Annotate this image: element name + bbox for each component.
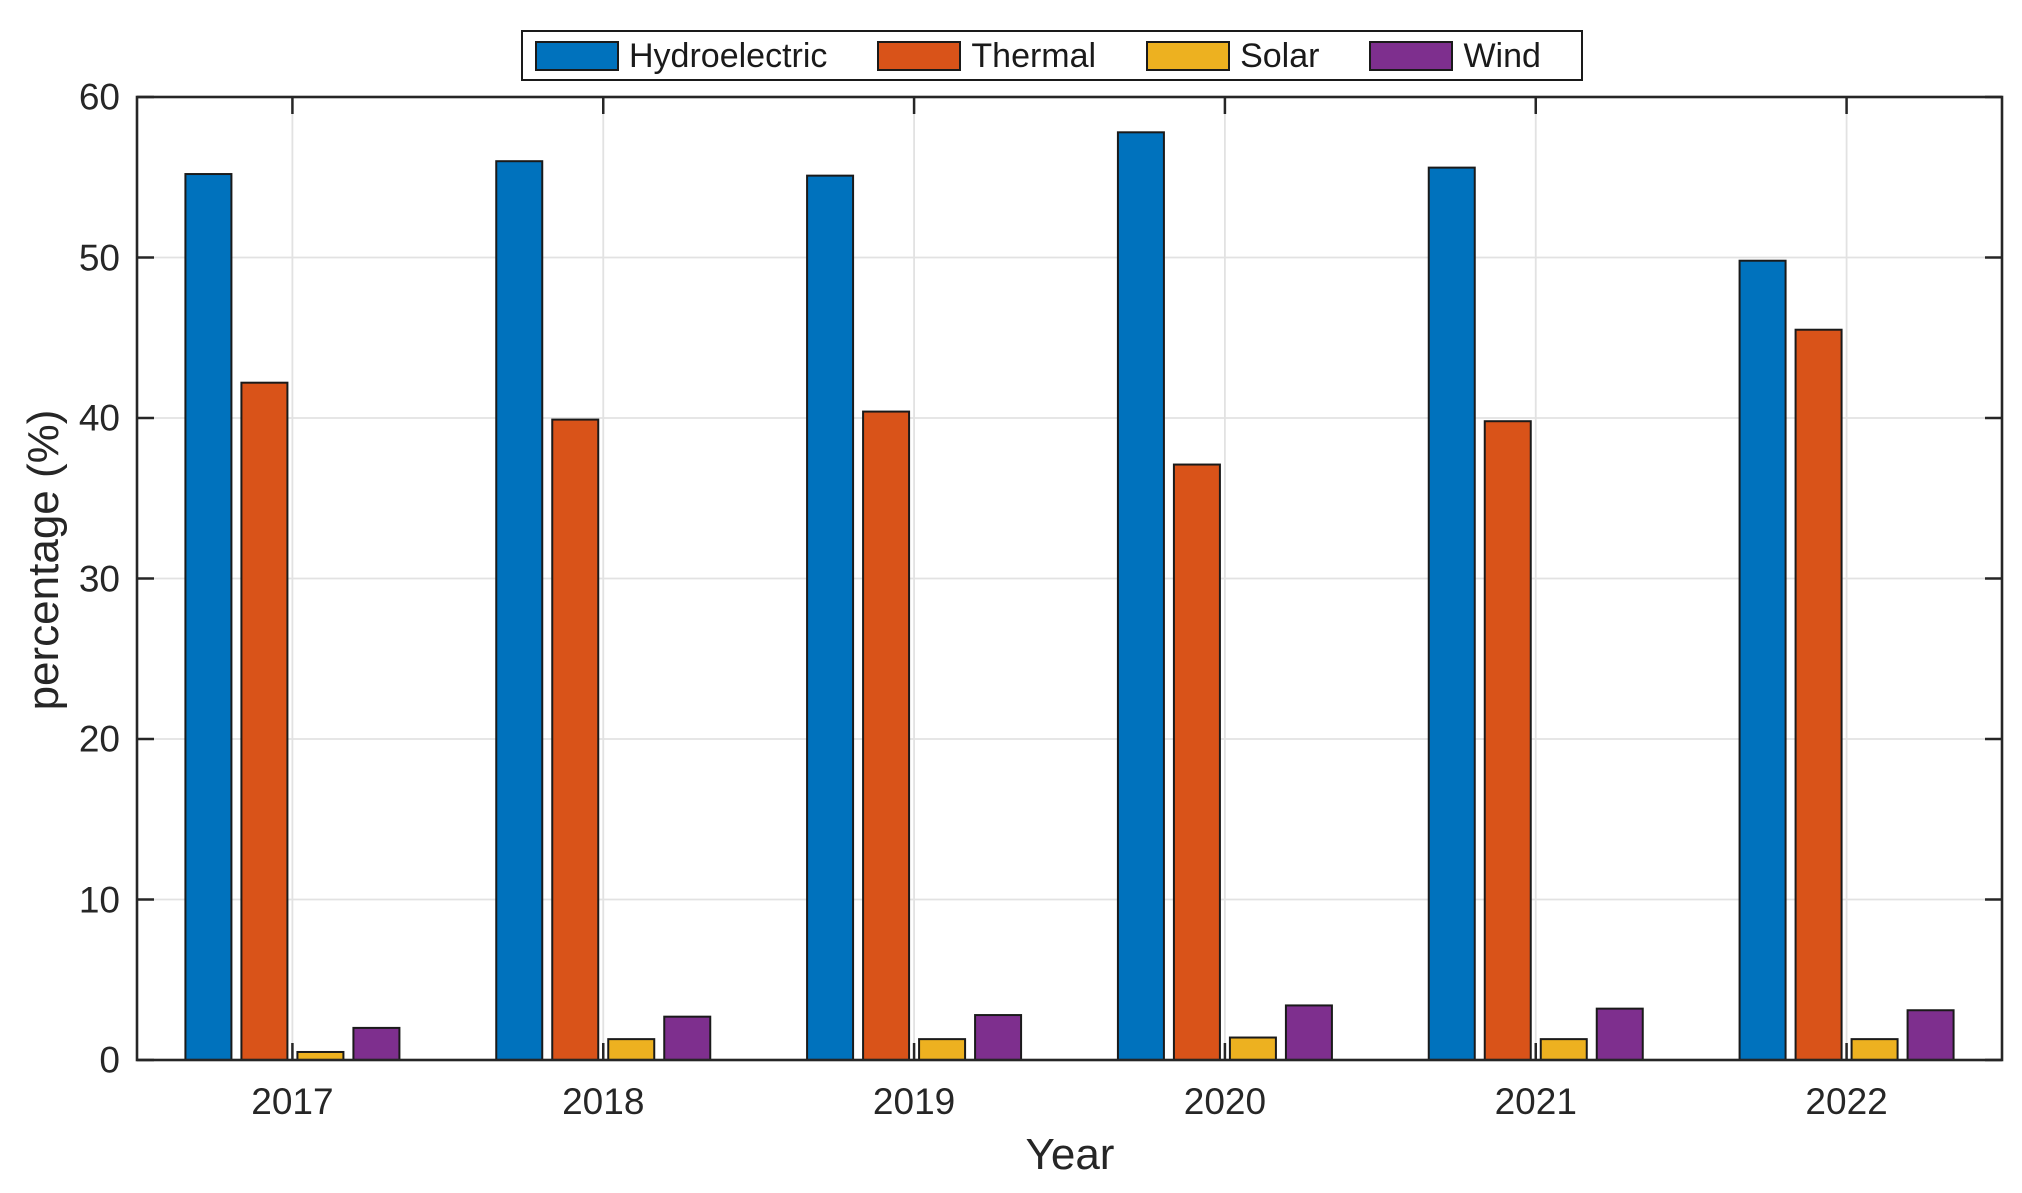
legend-label-wind: Wind <box>1463 36 1541 75</box>
bar-hydroelectric-2017 <box>184 173 233 1062</box>
solar-swatch-icon <box>1146 40 1231 71</box>
bar-solar-2020 <box>1228 1036 1277 1062</box>
legend-label-thermal: Thermal <box>971 36 1097 75</box>
legend: Hydroelectric Thermal Solar Wind <box>521 30 1583 81</box>
wind-swatch-icon <box>1369 40 1454 71</box>
legend-item-hydroelectric: Hydroelectric <box>535 39 827 73</box>
bar-hydroelectric-2020 <box>1116 131 1165 1061</box>
bar-wind-2021 <box>1595 1007 1644 1062</box>
legend-item-solar: Solar <box>1146 39 1319 73</box>
thermal-swatch-icon <box>877 40 962 71</box>
bar-thermal-2017 <box>240 381 289 1061</box>
bar-wind-2020 <box>1284 1004 1333 1061</box>
bar-thermal-2021 <box>1483 420 1532 1061</box>
bar-solar-2019 <box>918 1038 967 1062</box>
bar-solar-2018 <box>607 1038 656 1062</box>
bar-hydroelectric-2018 <box>495 160 544 1061</box>
bar-wind-2018 <box>663 1015 712 1061</box>
bar-wind-2019 <box>974 1014 1023 1061</box>
bar-thermal-2019 <box>862 410 911 1061</box>
bar-thermal-2020 <box>1172 463 1221 1062</box>
bar-wind-2017 <box>352 1026 401 1062</box>
bar-solar-2022 <box>1850 1038 1899 1062</box>
bar-thermal-2022 <box>1794 328 1843 1062</box>
legend-item-wind: Wind <box>1369 36 1541 75</box>
legend-item-thermal: Thermal <box>877 39 1096 73</box>
bar-hydroelectric-2022 <box>1738 259 1787 1061</box>
bar-solar-2021 <box>1539 1038 1588 1062</box>
legend-label-hydroelectric: Hydroelectric <box>629 36 828 75</box>
bar-hydroelectric-2021 <box>1427 166 1476 1061</box>
legend-label-solar: Solar <box>1240 36 1320 75</box>
bar-hydroelectric-2019 <box>806 174 855 1061</box>
bar-wind-2022 <box>1906 1009 1955 1061</box>
bar-thermal-2018 <box>551 418 600 1062</box>
hydroelectric-swatch-icon <box>535 40 619 71</box>
